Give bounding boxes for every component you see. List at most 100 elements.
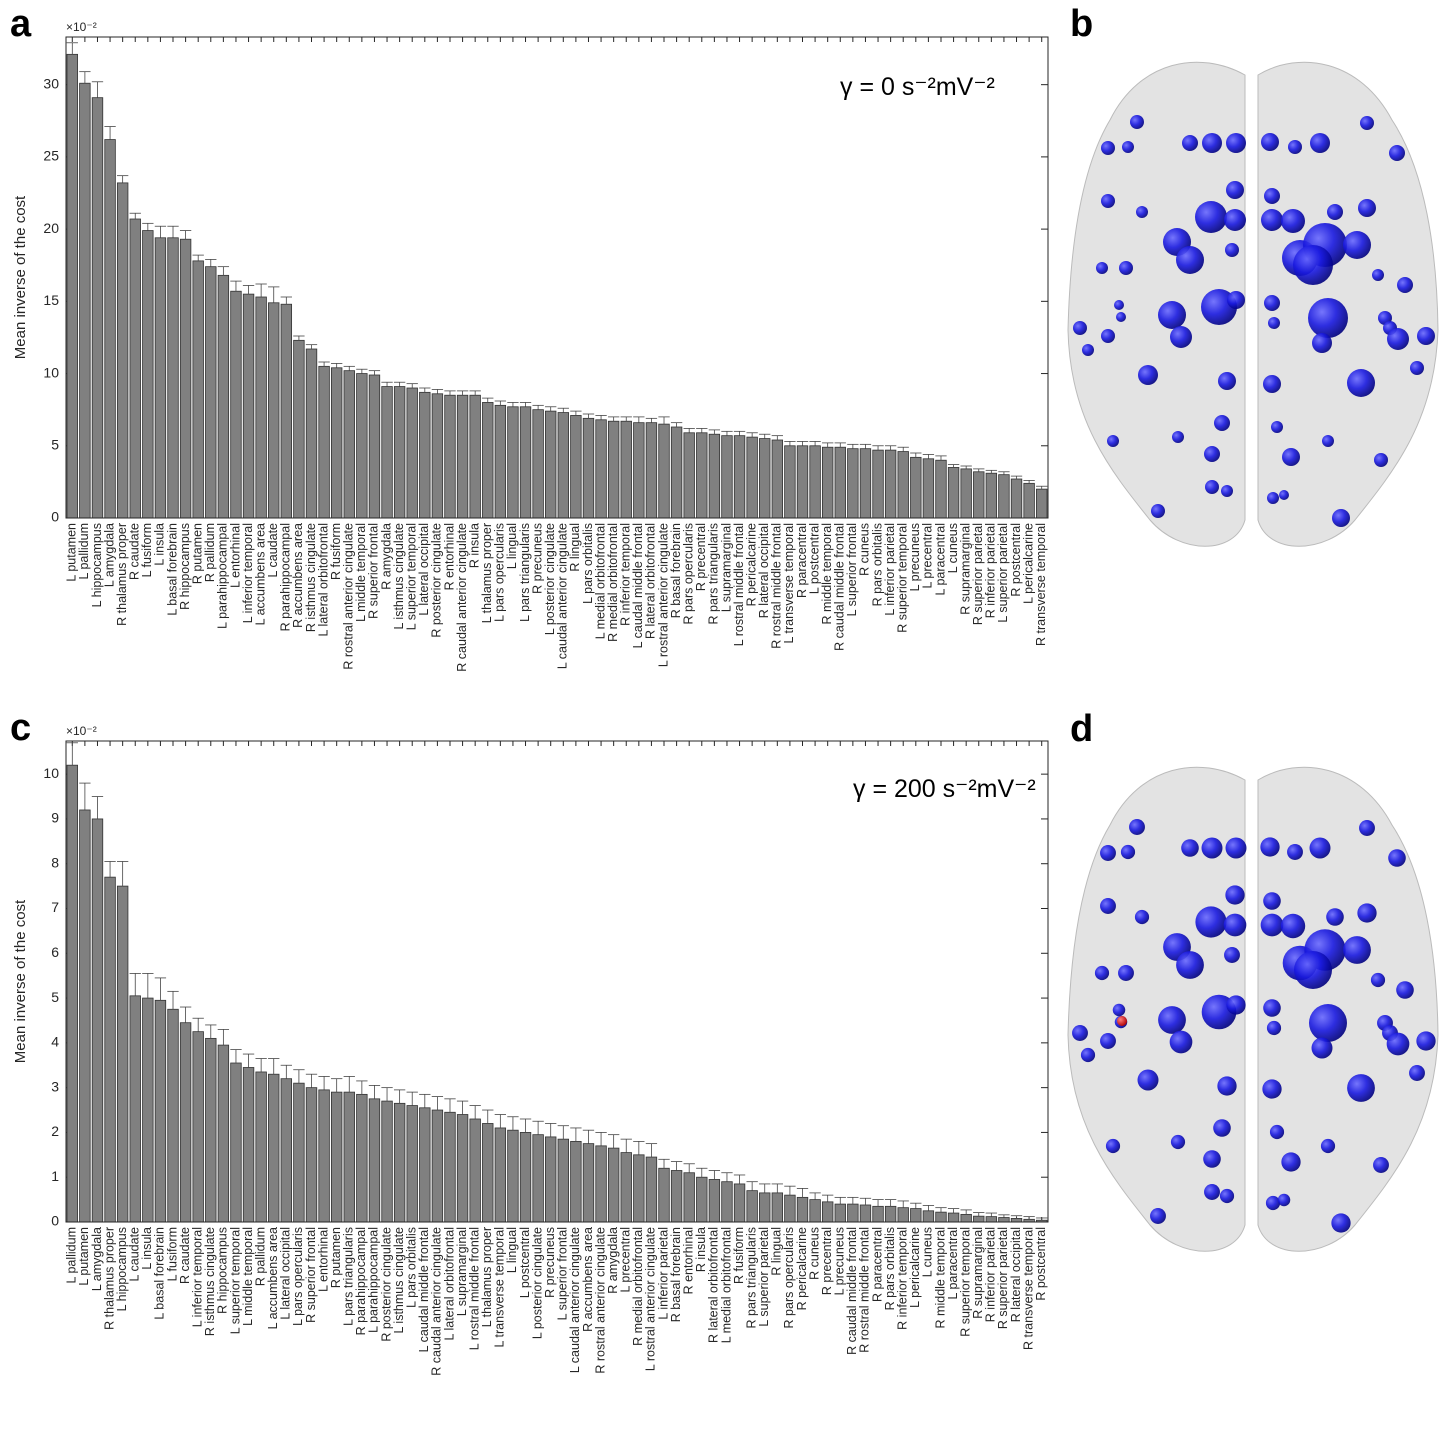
- x-tick-label: L pallidum: [77, 523, 91, 580]
- node-sphere: [1262, 1079, 1282, 1099]
- node-sphere: [1150, 1208, 1166, 1224]
- error-bar: [419, 1093, 431, 1108]
- x-tick-label: R postcentral: [1034, 1227, 1048, 1301]
- annotation: γ = 200 s⁻²mV⁻²: [853, 775, 1036, 803]
- node-sphere: [1271, 421, 1283, 433]
- error-bar: [582, 1129, 595, 1144]
- x-tick-label: R amygdala: [606, 1227, 620, 1294]
- y-tick-label: 4: [51, 1034, 59, 1050]
- bar: [419, 391, 431, 519]
- bar: [217, 274, 230, 519]
- error-bar: [116, 861, 129, 887]
- y-tick-label: 0: [51, 1213, 59, 1229]
- brain: [1067, 61, 1439, 547]
- bar: [733, 1183, 746, 1223]
- error-bar: [343, 1076, 355, 1093]
- bar: [456, 394, 469, 519]
- error-bar: [469, 1105, 481, 1119]
- bar: [771, 1192, 784, 1223]
- error-bar: [645, 1143, 658, 1158]
- node-sphere: [1107, 435, 1119, 447]
- error-bar: [570, 1127, 582, 1142]
- error-bar: [897, 1200, 909, 1208]
- x-tick-label: R cuneus: [807, 1227, 821, 1280]
- x-tick-label: L thalamus proper: [480, 1227, 494, 1327]
- x-tick-label: R rostral middle frontal: [770, 523, 784, 649]
- bar: [393, 386, 406, 519]
- error-bar: [66, 742, 78, 766]
- error-bar: [129, 973, 141, 996]
- x-tick-label: L thalamus proper: [480, 523, 494, 623]
- node-sphere: [1112, 1003, 1126, 1017]
- error-bar: [242, 1053, 255, 1068]
- x-tick-label: R basal forebrain: [669, 523, 683, 618]
- x-tick-label: R precentral: [820, 1227, 834, 1295]
- error-bar: [91, 81, 104, 98]
- x-tick-label: R lingual: [568, 523, 582, 572]
- bar: [330, 367, 343, 519]
- error-bar: [507, 402, 519, 407]
- bar: [960, 468, 972, 519]
- x-tick-label: L superior frontal: [845, 523, 859, 616]
- error-bar: [406, 383, 418, 388]
- node-sphere: [1201, 837, 1223, 859]
- error-bar: [872, 445, 884, 451]
- error-bar: [784, 441, 796, 446]
- node-sphere: [1195, 906, 1227, 938]
- error-bar: [1023, 480, 1035, 484]
- x-tick-label: R caudal middle frontal: [845, 1227, 859, 1355]
- x-tick-label: R caudate: [128, 523, 142, 580]
- x-tick-label: L inferior parietal: [656, 1227, 670, 1320]
- error-bar: [1036, 1217, 1048, 1221]
- bar: [79, 82, 91, 519]
- error-bar: [658, 416, 670, 425]
- x-tick-label: R pars orbitalis: [870, 523, 884, 606]
- node-sphere: [1396, 981, 1414, 999]
- node-sphere: [1281, 1152, 1301, 1172]
- x-tick-label: L pallidum: [65, 1227, 79, 1284]
- error-bar: [532, 404, 544, 410]
- node-sphere: [1073, 321, 1087, 335]
- bar: [431, 1109, 444, 1223]
- bar: [746, 436, 758, 519]
- error-bar: [179, 1006, 192, 1023]
- bar: [872, 1205, 884, 1223]
- node-sphere: [1387, 328, 1409, 350]
- node-sphere: [1226, 181, 1244, 199]
- x-tick-label: R cuneus: [858, 523, 872, 576]
- node-sphere: [1327, 204, 1343, 220]
- bar: [847, 448, 859, 519]
- error-bar: [482, 1109, 494, 1124]
- node-sphere: [1120, 844, 1136, 860]
- bar: [809, 1199, 821, 1223]
- x-tick-label: R lateral occipital: [757, 523, 771, 618]
- bar: [444, 1111, 456, 1223]
- error-bar: [431, 1096, 444, 1111]
- x-tick-label: R pars orbitalis: [883, 1227, 897, 1310]
- error-bar: [721, 430, 733, 436]
- x-tick-label: R amygdala: [379, 523, 393, 590]
- error-bar: [809, 1192, 821, 1200]
- node-sphere: [1309, 837, 1331, 859]
- error-bar: [910, 1202, 922, 1209]
- node-sphere: [1347, 369, 1375, 397]
- node-sphere: [1277, 1193, 1291, 1207]
- x-tick-label: R caudal anterior cingulate: [430, 1227, 444, 1376]
- bar: [721, 435, 733, 519]
- x-tick-label: L superior parietal: [996, 523, 1010, 623]
- x-tick-label: R hippocampus: [216, 1227, 230, 1314]
- node-sphere: [1227, 291, 1245, 309]
- error-bar: [318, 1076, 330, 1090]
- node-sphere: [1388, 849, 1406, 867]
- error-bar: [217, 1029, 230, 1046]
- panel-label: d: [1070, 708, 1093, 750]
- node-sphere: [1386, 1032, 1410, 1056]
- x-tick-label: L lateral occipital: [279, 1227, 293, 1320]
- x-tick-label: L accumbens area: [253, 523, 267, 625]
- x-tick-label: L inferior parietal: [883, 523, 897, 616]
- bar: [859, 448, 872, 519]
- bar: [381, 1100, 393, 1223]
- bar: [910, 456, 922, 519]
- error-bar: [230, 280, 242, 292]
